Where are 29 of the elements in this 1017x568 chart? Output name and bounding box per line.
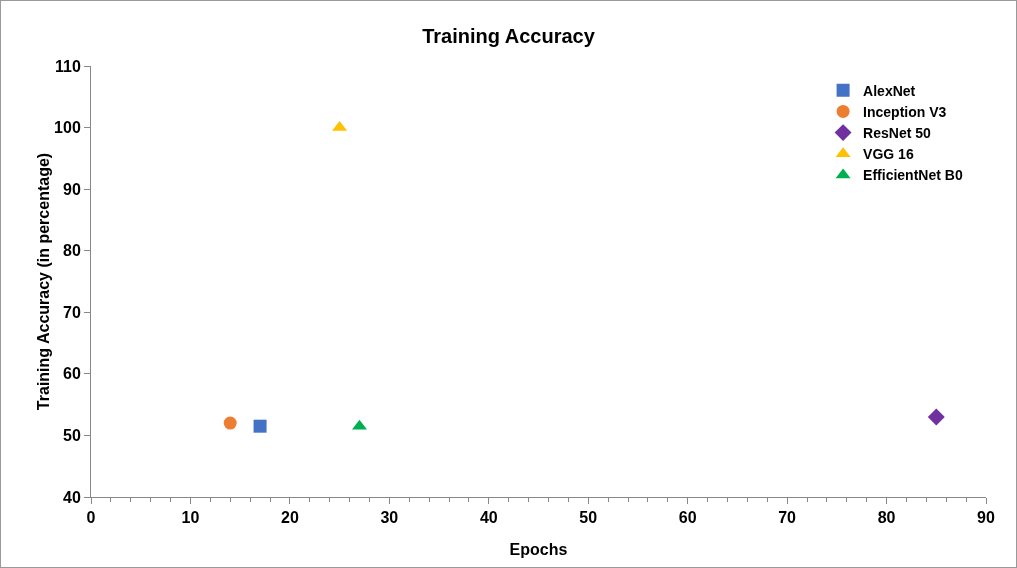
- y-tick-label: 60: [63, 365, 81, 383]
- x-tick-label: 60: [678, 509, 697, 527]
- x-tick-label: 40: [479, 509, 498, 527]
- x-tick-label: 80: [877, 509, 896, 527]
- x-tick-label: 0: [86, 509, 96, 527]
- point: [927, 408, 945, 426]
- x-tick-label: 20: [280, 509, 299, 527]
- y-tick-label: 80: [63, 242, 81, 260]
- y-tick-label: 90: [63, 180, 81, 198]
- x-tick-label: 30: [380, 509, 399, 527]
- legend-label: EfficientNet B0: [863, 167, 963, 184]
- chart-title: Training Accuracy: [422, 25, 596, 48]
- y-tick-label: 110: [54, 57, 81, 75]
- x-axis-title: Epochs: [509, 541, 568, 558]
- y-axis-title: Training Accuracy (in percentage): [35, 152, 52, 411]
- x-tick-label: 50: [579, 509, 598, 527]
- point: [253, 419, 267, 433]
- y-tick-label: 50: [63, 427, 81, 445]
- y-tick-label: 100: [54, 119, 81, 137]
- y-tick-label: 40: [63, 488, 81, 506]
- x-tick-label: 10: [181, 509, 200, 527]
- y-tick-label: 70: [63, 303, 81, 321]
- x-tick-label: 70: [778, 509, 797, 527]
- point: [223, 416, 237, 430]
- legend-label: VGG 16: [863, 146, 914, 163]
- legend-label: ResNet 50: [863, 125, 932, 142]
- x-tick-label: 90: [977, 509, 995, 527]
- legend-label: Inception V3: [863, 103, 947, 120]
- legend-label: AlexNet: [863, 82, 916, 99]
